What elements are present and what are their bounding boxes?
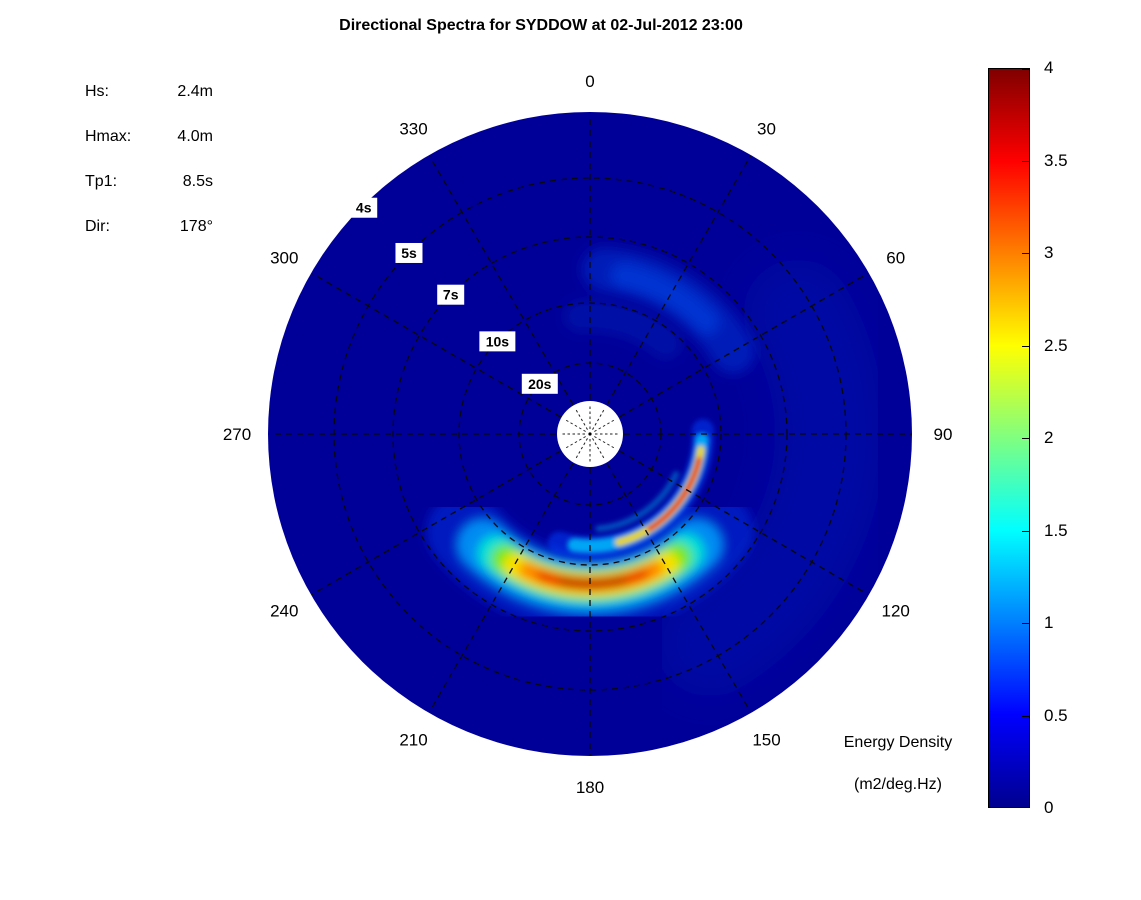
center-mini-spoke xyxy=(592,409,605,430)
direction-label-150: 150 xyxy=(752,731,780,750)
direction-spoke-300 xyxy=(311,272,561,418)
period-label-4s: 4s xyxy=(350,197,378,218)
energy-arc xyxy=(595,471,680,532)
energy-arc xyxy=(564,300,681,359)
stat-value: 178° xyxy=(179,218,213,235)
stat-value: 2.4m xyxy=(177,83,213,100)
period-label-text: 7s xyxy=(443,287,459,303)
stat-row-tp1: Tp1: 8.5s xyxy=(85,170,213,194)
energy-arc xyxy=(655,259,885,697)
energy-arc xyxy=(558,577,627,587)
direction-label-300: 300 xyxy=(270,249,298,268)
direction-label-210: 210 xyxy=(399,731,427,750)
colorbar-tick-mark xyxy=(1022,716,1029,717)
period-ring-7s xyxy=(392,236,788,632)
colorbar-tick-mark xyxy=(1022,623,1029,624)
center-mini-spoke xyxy=(592,438,605,459)
colorbar-tick-label: 3.5 xyxy=(1044,150,1068,170)
colorbar-tick-mark xyxy=(1022,438,1029,439)
center-mini-spoke xyxy=(565,419,586,432)
colorbar-tick-mark xyxy=(1022,346,1029,347)
period-label-box xyxy=(521,373,558,394)
direction-spoke-240 xyxy=(311,450,561,596)
period-label-7s: 7s xyxy=(437,284,465,305)
stat-row-hmax: Hmax: 4.0m xyxy=(85,125,213,149)
period-label-box xyxy=(437,284,465,305)
broad-right-haze xyxy=(655,259,885,697)
stat-label: Tp1: xyxy=(85,173,118,190)
direction-label-180: 180 xyxy=(576,778,604,797)
colorbar-tick-label: 3 xyxy=(1044,243,1054,262)
stat-label: Dir: xyxy=(85,218,110,235)
stat-label: Hs: xyxy=(85,83,109,100)
colorbar-tick-label: 2 xyxy=(1044,428,1054,447)
stats-panel: Hs: 2.4m Hmax: 4.0m Tp1: 8.5s Dir: 178° xyxy=(85,80,213,260)
colorbar-tick-label: 1 xyxy=(1044,613,1054,632)
direction-label-120: 120 xyxy=(882,602,910,621)
center-mini-spoke xyxy=(594,419,615,432)
colorbar-tick-mark xyxy=(1022,253,1029,254)
center-mini-spoke xyxy=(575,438,588,459)
period-label-text: 20s xyxy=(528,376,552,392)
direction-spoke-150 xyxy=(606,463,752,713)
stat-row-dir: Dir: 178° xyxy=(85,215,213,239)
colorbar-tick-mark xyxy=(1022,807,1029,808)
direction-label-330: 330 xyxy=(399,119,427,138)
stat-value: 8.5s xyxy=(182,173,213,190)
direction-spoke-30 xyxy=(606,155,752,405)
period-label-text: 4s xyxy=(356,200,372,216)
stat-row-hs: Hs: 2.4m xyxy=(85,80,213,104)
colorbar-tick-mark xyxy=(1022,161,1029,162)
faint-northeasterly-swell xyxy=(564,247,755,374)
colorbar-tick-mark xyxy=(1022,69,1029,70)
direction-label-0: 0 xyxy=(585,72,594,91)
period-label-20s: 20s xyxy=(521,373,558,394)
colorbar-label-line1: Energy Density xyxy=(843,734,953,751)
period-label-box xyxy=(479,331,516,352)
direction-label-60: 60 xyxy=(886,249,905,268)
center-mini-spoke xyxy=(594,436,615,449)
direction-spoke-210 xyxy=(428,463,574,713)
center-mini-spoke xyxy=(575,409,588,430)
direction-label-30: 30 xyxy=(757,119,776,138)
colorbar-label: Energy Density (m2/deg.Hz) xyxy=(798,734,998,818)
colorbar-tick-label: 1.5 xyxy=(1044,520,1068,540)
direction-spoke-120 xyxy=(619,450,869,596)
direction-label-240: 240 xyxy=(270,602,298,621)
period-label-box xyxy=(350,197,378,218)
direction-label-90: 90 xyxy=(934,425,953,444)
stat-label: Hmax: xyxy=(85,128,132,145)
colorbar-tick-label: 0 xyxy=(1044,798,1054,817)
period-ring-10s xyxy=(458,302,722,566)
colorbar-tick-mark xyxy=(1022,531,1029,532)
center-dot xyxy=(588,432,592,436)
colorbar-label-line2: (m2/deg.Hz) xyxy=(853,776,943,793)
energy-arc xyxy=(646,456,702,532)
stat-value: 4.0m xyxy=(177,128,213,145)
secondary-easterly-arc xyxy=(547,419,714,558)
direction-spoke-60 xyxy=(619,272,869,418)
colorbar-tick-label: 4 xyxy=(1044,58,1054,77)
period-label-text: 5s xyxy=(401,245,417,261)
period-label-10s: 10s xyxy=(479,331,516,352)
colorbar-tick-label: 2.5 xyxy=(1044,335,1068,355)
chart-title: Directional Spectra for SYDDOW at 02-Jul… xyxy=(339,17,743,34)
energy-arc xyxy=(610,262,720,335)
period-label-box xyxy=(395,242,423,263)
period-label-text: 10s xyxy=(486,333,510,349)
direction-label-270: 270 xyxy=(223,425,251,444)
center-mini-spoke xyxy=(565,436,586,449)
colorbar-tick-label: 0.5 xyxy=(1044,705,1068,725)
direction-spoke-330 xyxy=(428,155,574,405)
period-label-5s: 5s xyxy=(395,242,423,263)
